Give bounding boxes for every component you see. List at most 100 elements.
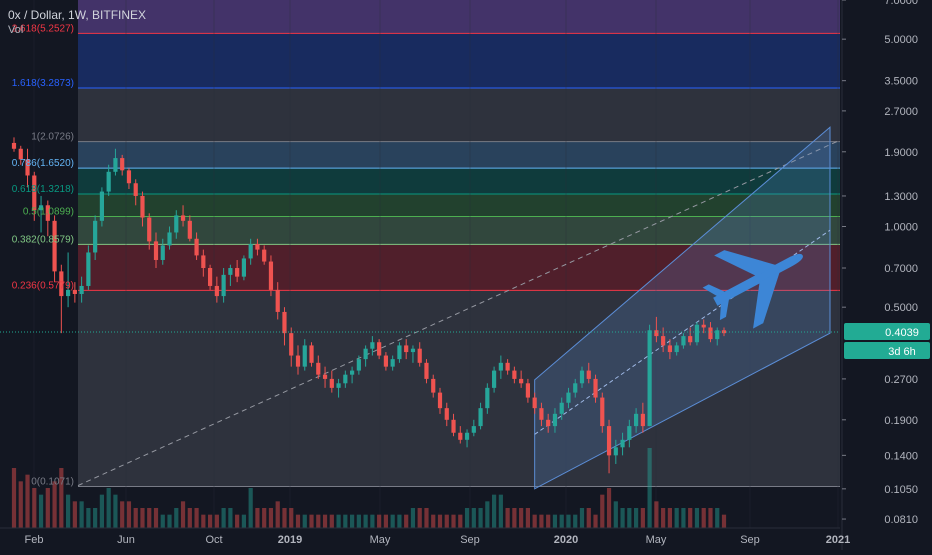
candle-body bbox=[539, 408, 544, 420]
y-axis[interactable]: 7.0000 5.0000 3.5000 2.7000 1.9000 1.3000 1.00… bbox=[841, 0, 918, 550]
volume-bar bbox=[262, 508, 267, 528]
countdown-tag-bg bbox=[844, 342, 930, 360]
volume-bar bbox=[241, 514, 247, 528]
candle-body bbox=[295, 355, 301, 367]
candle-body bbox=[363, 348, 368, 360]
volume-bar bbox=[268, 508, 274, 528]
volume-bar bbox=[667, 508, 673, 528]
candle-body bbox=[647, 330, 652, 427]
volume-bar bbox=[451, 514, 456, 528]
rising-channel[interactable] bbox=[534, 126, 831, 490]
symbol-title: 0x / Dollar, 1W, BITFINEX bbox=[8, 8, 147, 22]
candle-body bbox=[532, 397, 537, 409]
candle-body bbox=[25, 159, 30, 176]
candle-body bbox=[431, 378, 436, 393]
volume-bars bbox=[11, 448, 727, 528]
candle-body bbox=[437, 392, 443, 409]
candle-body bbox=[681, 336, 686, 346]
last-price-tag-bg bbox=[844, 323, 930, 341]
volume-bar bbox=[356, 514, 361, 528]
fib-zone-top bbox=[78, 0, 840, 34]
volume-bar bbox=[316, 514, 321, 528]
candlesticks bbox=[11, 137, 727, 474]
fib-label-6: 0.382(0.8579) bbox=[12, 234, 74, 245]
candle-body bbox=[552, 413, 558, 427]
x-tick-label: Oct bbox=[205, 534, 222, 546]
candle-body bbox=[417, 348, 422, 363]
price-tags: 0.4039 3d 6h bbox=[844, 323, 930, 360]
candle-body bbox=[93, 220, 98, 253]
candle-body bbox=[573, 383, 578, 393]
candle-body bbox=[147, 217, 152, 242]
fib-zone-7 bbox=[78, 290, 840, 487]
y-tick-label: 0.5000 bbox=[884, 302, 918, 314]
candle-body bbox=[512, 370, 517, 379]
candle-body bbox=[133, 183, 138, 196]
trend-lines bbox=[77, 139, 841, 487]
volume-bar bbox=[302, 514, 307, 528]
volume-bar bbox=[167, 514, 172, 528]
x-tick-label: Sep bbox=[740, 534, 760, 546]
volume-bar bbox=[633, 508, 639, 528]
volume-bar bbox=[586, 508, 591, 528]
fib-label-5: 0.5(1.0899) bbox=[23, 206, 74, 217]
volume-bar bbox=[694, 508, 700, 528]
candle-body bbox=[65, 289, 71, 297]
candle-body bbox=[322, 374, 328, 379]
candle-body bbox=[228, 268, 233, 275]
candle-body bbox=[593, 378, 598, 398]
candle-body bbox=[343, 374, 348, 384]
volume-bar bbox=[99, 494, 105, 528]
candle-body bbox=[349, 370, 355, 375]
x-tick-label: Feb bbox=[25, 534, 44, 546]
volume-bar bbox=[59, 468, 64, 528]
candle-body bbox=[329, 378, 334, 388]
fib-zone-3 bbox=[78, 168, 840, 195]
candle-body bbox=[45, 205, 50, 221]
candle-body bbox=[194, 238, 199, 256]
candle-body bbox=[498, 362, 503, 371]
candle-body bbox=[674, 345, 679, 353]
volume-bar bbox=[153, 508, 159, 528]
candle-body bbox=[444, 408, 449, 420]
candle-body bbox=[52, 220, 57, 272]
volume-bar bbox=[546, 514, 551, 528]
candle-body bbox=[478, 408, 483, 427]
candle-body bbox=[99, 191, 105, 221]
candle-body bbox=[424, 362, 429, 379]
x-tick-label: May bbox=[370, 534, 391, 546]
volume-bar bbox=[532, 514, 537, 528]
candle-body bbox=[59, 271, 64, 297]
volume-bar bbox=[38, 494, 44, 528]
candle-body bbox=[627, 426, 632, 440]
candle-body bbox=[309, 345, 314, 363]
candle-body bbox=[505, 362, 510, 371]
volume-bar bbox=[93, 508, 98, 528]
volume-bar bbox=[464, 508, 470, 528]
volume-bar bbox=[133, 508, 138, 528]
volume-bar bbox=[688, 508, 693, 528]
volume-bar bbox=[437, 514, 443, 528]
x-axis[interactable]: Feb Jun Oct 2019 May Sep 2020 May Sep 2021 bbox=[0, 527, 850, 546]
y-tick-label: 0.1050 bbox=[884, 484, 918, 496]
volume-bar bbox=[573, 514, 578, 528]
candle-body bbox=[221, 274, 226, 297]
volume-bar bbox=[431, 514, 436, 528]
candle-body bbox=[174, 215, 179, 233]
volume-bar bbox=[349, 514, 355, 528]
volume-bar bbox=[721, 514, 727, 528]
candle-body bbox=[11, 142, 17, 149]
x-tick-label: 2019 bbox=[278, 534, 302, 546]
volume-bar bbox=[11, 468, 17, 528]
candle-body bbox=[79, 285, 84, 294]
candle-body bbox=[18, 148, 23, 160]
candle-body bbox=[167, 232, 172, 246]
y-tick-label: 0.0810 bbox=[884, 514, 918, 526]
y-tick-label: 0.1400 bbox=[884, 450, 918, 462]
volume-bar bbox=[579, 508, 585, 528]
volume-bar bbox=[620, 508, 625, 528]
volume-bar bbox=[289, 508, 294, 528]
candle-body bbox=[485, 387, 490, 409]
